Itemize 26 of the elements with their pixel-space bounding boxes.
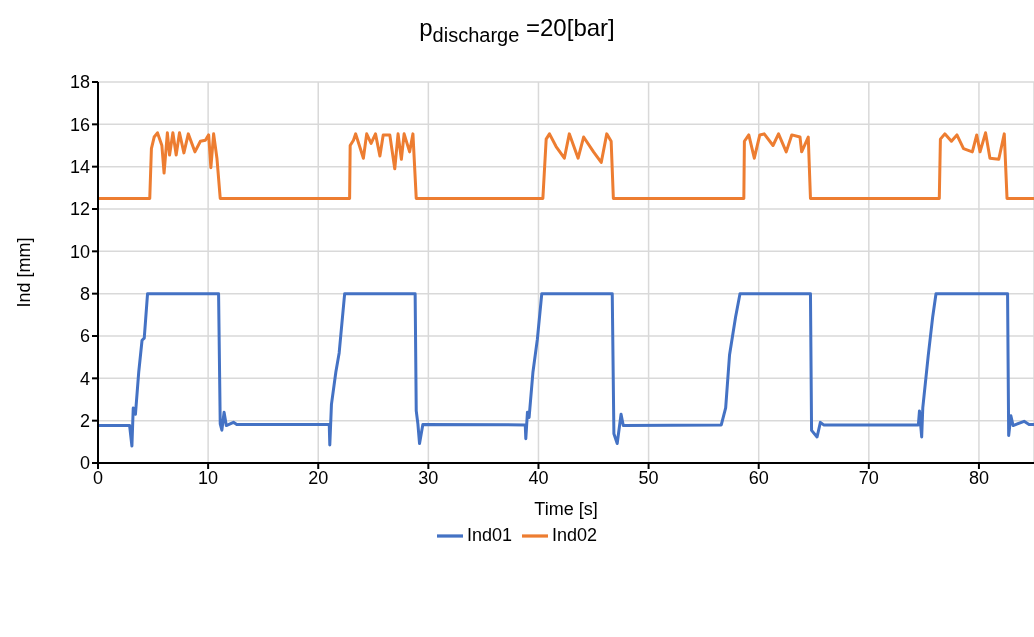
x-tick-label: 40	[528, 467, 549, 488]
y-tick-label: 14	[69, 157, 90, 178]
x-tick-label: 30	[418, 467, 439, 488]
x-tick-label: 70	[858, 467, 879, 488]
y-tick-label: 2	[79, 411, 90, 432]
y-tick-label: 4	[79, 368, 90, 389]
x-axis-title: Time [s]	[534, 499, 598, 519]
legend-label: Ind02	[552, 524, 598, 545]
x-tick-label: 50	[638, 467, 659, 488]
x-tick-label: 80	[968, 467, 989, 488]
y-tick-label: 18	[69, 72, 90, 93]
line-series	[98, 292, 1034, 448]
x-tick-label: 60	[748, 467, 769, 488]
y-axis-title: Ind [mm]	[14, 237, 35, 308]
y-tick-label: 0	[79, 453, 90, 474]
y-tick-label: 16	[69, 114, 90, 135]
legend-label: Ind01	[466, 524, 512, 545]
chart-title: p$_{discharge}$ =20[bar]	[418, 14, 616, 47]
x-tick-label: 0	[92, 467, 104, 488]
x-tick-label: 10	[198, 467, 219, 488]
y-tick-label: 6	[79, 326, 90, 347]
x-tick-label: 20	[308, 467, 329, 488]
line-series	[98, 131, 1034, 200]
y-tick-label: 12	[69, 199, 90, 220]
y-tick-label: 10	[69, 241, 90, 262]
y-tick-label: 8	[79, 284, 90, 305]
